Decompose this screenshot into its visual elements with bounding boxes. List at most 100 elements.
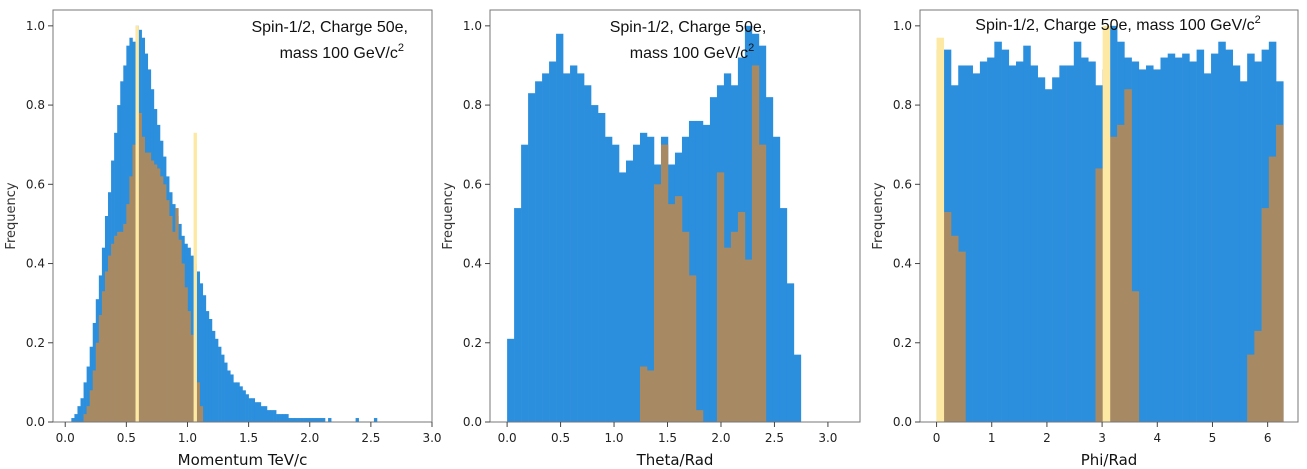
- bar: [312, 418, 317, 422]
- bar: [147, 152, 152, 422]
- bar: [688, 120, 697, 423]
- bar: [556, 33, 564, 423]
- bar: [695, 120, 704, 423]
- bar: [190, 334, 194, 422]
- y-tick-label: 1.0: [26, 19, 45, 33]
- bar: [303, 418, 307, 422]
- bar: [730, 231, 739, 422]
- bar: [251, 398, 256, 422]
- bar: [114, 235, 118, 422]
- bar: [172, 231, 176, 422]
- bar: [218, 346, 222, 422]
- annotation-line-1: Spin-1/2, Charge 50e,: [610, 19, 767, 36]
- bar: [979, 61, 988, 422]
- y-tick-label: 0.8: [26, 98, 45, 112]
- bar: [619, 172, 627, 422]
- bar: [111, 243, 115, 422]
- bar: [196, 382, 201, 422]
- bar: [570, 65, 578, 423]
- bar: [598, 113, 606, 422]
- bar: [965, 65, 973, 423]
- bar: [202, 295, 207, 422]
- bar: [120, 231, 124, 422]
- bar: [224, 362, 228, 422]
- bar: [187, 311, 191, 422]
- x-tick-label: 1.5: [658, 431, 677, 445]
- bar: [542, 73, 550, 422]
- bar: [129, 176, 133, 422]
- y-tick-label: 0.2: [893, 336, 912, 350]
- bar: [242, 390, 246, 422]
- bar: [1102, 25, 1111, 422]
- chart-panel-1: 0.0 0.2 0.4 0.6 0.8 1.0 0.0 0.5 1.0 1.5 2.0 2.5 3.0 M…: [4, 9, 442, 469]
- annotation-text: mass 100 GeV/c: [280, 45, 398, 62]
- bar: [74, 414, 78, 422]
- y-tick-label: 1.0: [893, 19, 912, 33]
- bar: [786, 283, 795, 422]
- annotation-line-1: Spin-1/2, Charge 50e,: [251, 19, 408, 36]
- x-tick-label: 0.0: [56, 431, 75, 445]
- x-tick-label: 6: [1264, 431, 1272, 445]
- bar: [95, 342, 100, 422]
- bar: [951, 235, 959, 422]
- bar: [660, 144, 669, 422]
- bar: [236, 382, 240, 422]
- annotation-line-1: Spin-1/2, Charge 50e, mass 100 GeV/c2: [975, 14, 1260, 34]
- y-tick-label: 1.0: [463, 19, 482, 33]
- x-axis-title: Theta/Rad: [636, 451, 714, 469]
- bar: [1030, 65, 1038, 423]
- bar: [936, 37, 945, 422]
- bar: [1066, 65, 1075, 423]
- y-tick-label: 0.6: [463, 177, 482, 191]
- x-tick-label: 0.0: [498, 431, 517, 445]
- bar: [1196, 49, 1205, 423]
- bar: [169, 216, 173, 422]
- bar: [646, 136, 655, 422]
- bar: [1247, 354, 1255, 422]
- bar: [633, 144, 641, 422]
- bar: [1117, 124, 1125, 422]
- bar: [196, 271, 201, 422]
- plot-frame: [52, 9, 433, 423]
- bar: [681, 231, 690, 422]
- x-tick-label: 1.0: [178, 431, 197, 445]
- annotation-text: Spin-1/2, Charge 50e, mass 100 GeV/c: [975, 17, 1254, 34]
- bar: [153, 164, 158, 422]
- bar: [248, 398, 252, 422]
- bar: [123, 223, 127, 422]
- bar: [227, 370, 231, 422]
- bar: [83, 414, 87, 422]
- bar: [315, 418, 320, 422]
- bar: [612, 144, 620, 422]
- chart-panel-2: 0.0 0.2 0.4 0.6 0.8 1.0 0.0 0.5 1.0 1.5 2.0 2.5 3.0 T…: [441, 9, 861, 469]
- bar: [260, 406, 265, 422]
- bar: [92, 370, 97, 422]
- plot-frame: [489, 9, 861, 423]
- bar: [1247, 53, 1255, 422]
- y-tick-label: 0.0: [26, 415, 45, 429]
- bar: [1044, 89, 1053, 422]
- bar: [744, 259, 753, 422]
- bar: [639, 366, 648, 422]
- bar: [1167, 53, 1176, 422]
- x-tick-label: 3.0: [422, 431, 441, 445]
- bar: [688, 275, 697, 422]
- bar: [199, 283, 204, 422]
- annotation-line-2: mass 100 GeV/c2: [280, 42, 404, 62]
- bar: [178, 239, 182, 422]
- y-tick-label: 0.8: [463, 98, 482, 112]
- bar: [273, 410, 277, 422]
- bar: [77, 406, 81, 422]
- bar: [80, 398, 84, 422]
- bar: [141, 136, 145, 422]
- bar: [214, 338, 219, 422]
- bar: [765, 97, 774, 423]
- y-tick-label: 0.6: [26, 177, 45, 191]
- bar: [772, 136, 781, 422]
- bar: [1001, 49, 1010, 423]
- bar: [104, 271, 109, 422]
- bar: [737, 212, 746, 422]
- bar: [667, 204, 676, 422]
- bar: [1174, 57, 1183, 422]
